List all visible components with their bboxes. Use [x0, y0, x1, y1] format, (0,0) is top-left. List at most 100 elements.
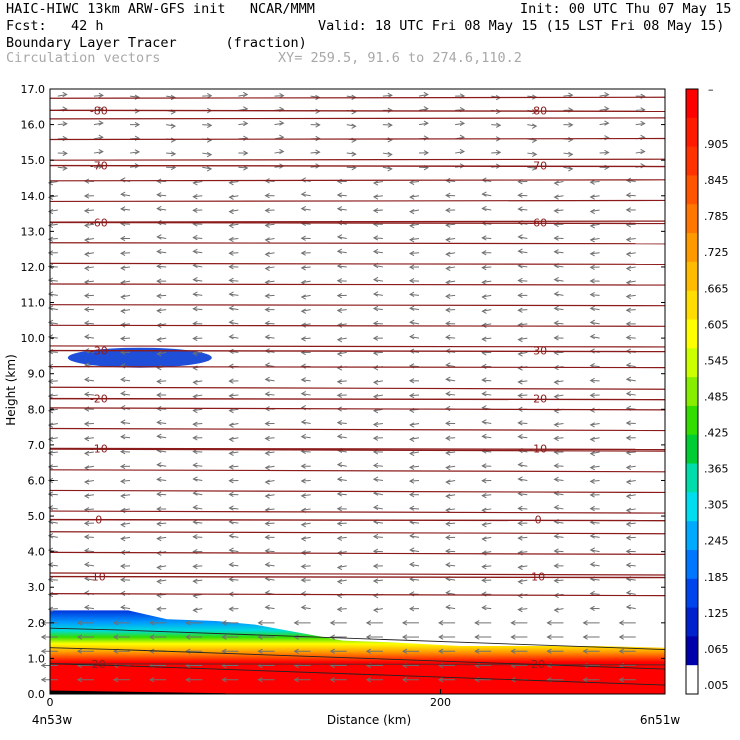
vector-arrow	[626, 237, 636, 241]
vector-arrow-head	[481, 433, 487, 440]
vector-arrow-head	[83, 376, 90, 383]
vector-arrow-head	[170, 123, 177, 129]
vector-arrow-head	[47, 236, 54, 242]
vector-arrow-head	[387, 122, 393, 128]
colorbar-swatch	[686, 492, 698, 522]
vector-arrow-head	[98, 92, 104, 99]
colorbar-label: .545	[704, 354, 729, 367]
vector-arrow-head	[553, 607, 559, 613]
vector-arrow	[446, 508, 456, 511]
vector-arrow-head	[445, 192, 451, 199]
vector-arrow-head	[76, 648, 83, 654]
vector-arrow-head	[336, 293, 343, 299]
vector-arrow	[518, 309, 528, 311]
vector-arrow-head	[589, 291, 595, 298]
vector-arrow	[590, 307, 600, 311]
vector-arrow-head	[228, 378, 234, 384]
vector-arrow-head	[589, 547, 595, 553]
contour-label: 0	[95, 514, 102, 527]
vector-arrow-head	[372, 394, 379, 400]
vector-arrow-head	[387, 92, 393, 99]
vector-arrow	[409, 365, 420, 368]
vector-arrow-head	[445, 391, 451, 397]
vector-arrow	[193, 293, 203, 296]
vector-arrow-head	[517, 393, 523, 399]
y-tick-label: 13.0	[21, 225, 46, 238]
y-axis-label: Height (km)	[4, 354, 18, 425]
vector-arrow	[554, 478, 564, 481]
vector-arrow-head	[387, 166, 393, 172]
vector-arrow-head	[517, 234, 523, 240]
vector-arrow-head	[438, 620, 444, 626]
vector-arrow	[337, 422, 347, 425]
vector-arrow-head	[156, 564, 162, 571]
vector-arrow-head	[47, 450, 54, 456]
vector-arrow	[301, 208, 311, 211]
vector-arrow-head	[589, 492, 595, 498]
vector-arrow-head	[445, 334, 451, 340]
colorbar-swatch	[686, 463, 698, 493]
model-title: HAIC-HIWC 13km ARW-GFS init NCAR/MMM	[6, 1, 315, 17]
vector-arrow	[238, 166, 248, 169]
vector-arrow-head	[156, 606, 162, 612]
vector-arrow	[265, 437, 275, 439]
vector-arrow-head	[264, 265, 270, 272]
vector-arrow-head	[329, 677, 336, 683]
vector-arrow-head	[408, 378, 415, 384]
contour-label: -30	[529, 345, 547, 358]
vector-arrow	[265, 550, 275, 553]
vector-arrow	[373, 237, 383, 239]
vector-arrow-head	[156, 234, 162, 240]
vector-arrow	[84, 494, 94, 497]
vector-arrow	[482, 393, 492, 396]
vector-arrow-head	[640, 163, 646, 169]
vector-arrow-head	[625, 376, 632, 382]
vector-arrow-head	[83, 193, 90, 199]
vector-arrow-head	[228, 491, 234, 498]
vector-arrow	[337, 493, 347, 496]
vector-arrow	[518, 608, 528, 611]
vector-arrow	[337, 208, 347, 211]
y-tick-label: 0.0	[28, 688, 46, 701]
vector-arrow-head	[264, 207, 270, 214]
colorbar-swatch	[686, 348, 698, 378]
vector-arrow-head	[170, 151, 177, 157]
vector-arrow	[157, 478, 167, 481]
vector-arrow-head	[156, 337, 162, 343]
vector-arrow-head	[481, 507, 487, 513]
vector-arrow-head	[546, 648, 552, 654]
vector-arrow	[84, 209, 94, 212]
vector-arrow	[626, 294, 636, 298]
vector-arrow-head	[589, 237, 595, 243]
contour-line	[49, 572, 666, 576]
vector-arrow-head	[408, 392, 415, 399]
vector-arrow-head	[438, 634, 444, 640]
vector-arrow-head	[228, 436, 234, 442]
contour-line	[49, 117, 666, 120]
vector-arrow	[337, 194, 347, 197]
vector-arrow	[590, 181, 600, 183]
colorbar-swatch	[686, 117, 698, 148]
contour-line	[49, 593, 666, 597]
vector-arrow-head	[625, 334, 631, 341]
vector-arrow-head	[336, 307, 343, 314]
vector-arrow-head	[228, 407, 234, 414]
contour-line	[49, 262, 666, 265]
vector-arrow-head	[192, 276, 198, 283]
y-tick-label: 3.0	[28, 581, 46, 594]
vector-arrow	[121, 494, 131, 497]
vector-arrow-head	[192, 435, 198, 441]
vector-arrow-head	[47, 393, 54, 399]
vector-arrow-head	[372, 207, 379, 214]
vector-arrow-head	[365, 620, 372, 626]
vector-arrow	[193, 250, 203, 254]
vector-arrow	[157, 194, 167, 197]
vector-arrow	[410, 307, 420, 311]
vector-arrow-head	[517, 535, 523, 541]
vector-arrow-head	[625, 479, 632, 485]
vector-arrow	[84, 379, 95, 382]
vector-arrow-head	[409, 450, 415, 457]
vector-arrow-head	[264, 376, 270, 382]
vector-arrow	[84, 451, 95, 454]
